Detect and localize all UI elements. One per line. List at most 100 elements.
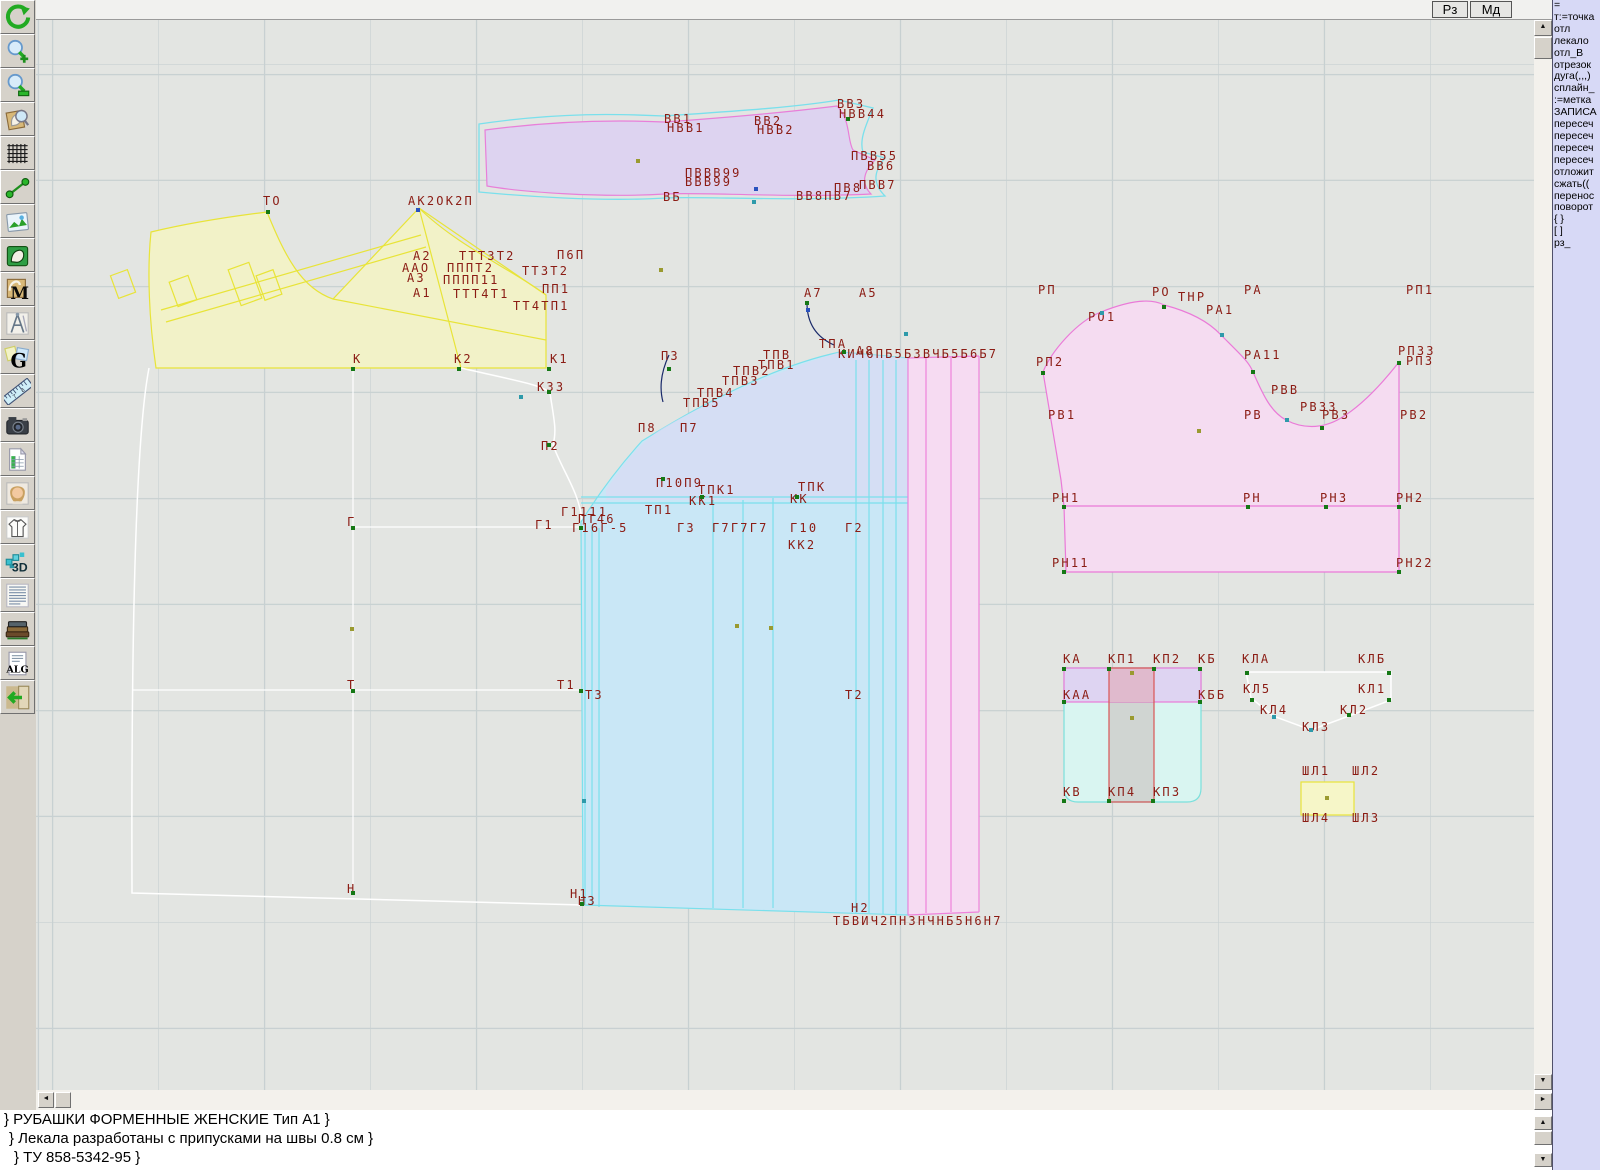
point-label: Г16Г-5 <box>572 521 629 535</box>
command-item[interactable]: перенос <box>1554 189 1595 202</box>
segment-button[interactable] <box>0 170 35 204</box>
command-item[interactable]: т:=точка <box>1554 10 1595 23</box>
zoom-out-button[interactable] <box>0 68 35 102</box>
point-marker <box>351 689 355 693</box>
point-label: Н1 <box>570 887 589 901</box>
point-marker <box>1387 671 1391 675</box>
specs-list-button[interactable] <box>0 578 35 612</box>
point-label: РН3 <box>1320 491 1349 505</box>
console-scroll-down-button[interactable]: ▼ <box>1534 1153 1552 1167</box>
point-label: ТБВИЧ2ПНЗНЧНБ5Н6Н7 <box>833 914 1003 928</box>
zoom-in-button[interactable] <box>0 34 35 68</box>
point-label: РВ3 <box>1322 408 1351 422</box>
exit-button[interactable] <box>0 680 35 714</box>
point-label: ТПВ4 <box>697 386 735 400</box>
command-item[interactable]: сплайн_ <box>1554 82 1595 95</box>
point-label: РП33 <box>1398 344 1436 358</box>
command-item[interactable]: сжать(( <box>1554 177 1590 190</box>
scroll-down-button[interactable]: ▼ <box>1534 1074 1552 1090</box>
point-label: РВ33 <box>1300 400 1338 414</box>
point-marker <box>266 210 270 214</box>
point-label: Т2 <box>845 688 864 702</box>
command-item[interactable]: = <box>1554 0 1561 11</box>
garment-icon <box>6 515 29 539</box>
command-item[interactable]: лекало <box>1554 34 1589 47</box>
command-item[interactable]: рз_ <box>1554 237 1571 250</box>
point-marker <box>579 689 583 693</box>
command-item[interactable]: поворот <box>1554 201 1594 214</box>
image-button[interactable] <box>0 204 35 238</box>
md-mode-button[interactable]: Мд <box>1470 1 1512 18</box>
point-marker <box>1062 505 1066 509</box>
point-label: РН1 <box>1052 491 1081 505</box>
m-letter-icon: M <box>6 278 29 303</box>
command-item[interactable]: [ ] <box>1554 225 1563 238</box>
g-module-button[interactable]: G <box>0 340 35 374</box>
console-scroll-up-button[interactable]: ▲ <box>1534 1116 1552 1130</box>
point-label: Н <box>347 882 357 896</box>
command-item[interactable]: отрезок <box>1554 58 1591 71</box>
point-label: РП2 <box>1036 355 1065 369</box>
command-item[interactable]: пересеч <box>1554 129 1594 142</box>
point-label: ПППТ2 <box>447 261 495 275</box>
command-item[interactable]: { } <box>1554 213 1564 226</box>
svg-text:7: 7 <box>12 393 18 400</box>
zoom-piece-button[interactable] <box>0 102 35 136</box>
garment-button[interactable] <box>0 510 35 544</box>
point-label: ВВ6 <box>867 159 896 173</box>
point-marker <box>351 891 355 895</box>
rz-mode-button[interactable]: Рз <box>1432 1 1468 18</box>
point-marker <box>1251 370 1255 374</box>
point-label: РН11 <box>1052 556 1090 570</box>
point-label: КББ <box>1198 688 1227 702</box>
command-item[interactable]: пересеч <box>1554 118 1594 131</box>
model-photo-icon <box>6 481 29 505</box>
compass-icon <box>6 311 29 335</box>
drawing-canvas[interactable]: ВВ1 НВВ1 ВВ2 НВВ2 ВВ3 НВВ44 ПВВВ99 ВВВ99 ВБ ПВВ55… <box>36 20 1534 1090</box>
command-item[interactable]: дуга(,,,) <box>1554 70 1591 83</box>
command-item[interactable]: отложит <box>1554 165 1594 178</box>
command-item[interactable]: пересеч <box>1554 141 1594 154</box>
undo-button[interactable] <box>0 0 35 34</box>
command-item[interactable]: отл <box>1554 22 1571 35</box>
m-module-button[interactable]: M <box>0 272 35 306</box>
table-button[interactable] <box>0 442 35 476</box>
point-label: ТПВ3 <box>722 374 760 388</box>
specs-list-icon <box>6 583 29 607</box>
horizontal-scroll-thumb[interactable] <box>55 1092 71 1108</box>
console-output[interactable]: } РУБАШКИ ФОРМЕННЫЕ ЖЕНСКИЕ Тип А1 }} Ле… <box>0 1110 1534 1170</box>
command-item[interactable]: отл_В <box>1554 46 1584 59</box>
piece-button[interactable] <box>0 238 35 272</box>
point-marker <box>1397 505 1401 509</box>
point-marker <box>1198 700 1202 704</box>
point-label: ВВ3 <box>837 97 866 111</box>
vertical-scrollbar[interactable]: ▲ ▼ <box>1534 20 1552 1090</box>
point-marker <box>416 208 420 212</box>
command-item[interactable]: ЗАПИСА <box>1554 106 1597 119</box>
point-label: КЛА <box>1242 652 1271 666</box>
point-label: ТПВ5 <box>683 396 721 410</box>
console-scroll-right-button[interactable]: ► <box>1534 1093 1552 1110</box>
camera-button[interactable] <box>0 408 35 442</box>
pattern-pieces-layer <box>109 99 1400 916</box>
command-item[interactable]: :=метка <box>1554 94 1592 107</box>
scroll-left-button[interactable]: ◄ <box>38 1092 54 1108</box>
scroll-up-button[interactable]: ▲ <box>1534 20 1552 36</box>
console-line: } ТУ 858-5342-95 } <box>14 1149 141 1166</box>
grid-button[interactable] <box>0 136 35 170</box>
alg-document-button[interactable]: ALG <box>0 646 35 680</box>
command-item[interactable]: пересеч <box>1554 153 1594 166</box>
compass-button[interactable] <box>0 306 35 340</box>
point-label: ПТ46 <box>578 512 616 526</box>
console-line: } РУБАШКИ ФОРМЕННЫЕ ЖЕНСКИЕ Тип А1 } <box>4 1111 330 1128</box>
console-scroll-thumb[interactable] <box>1534 1131 1552 1145</box>
library-books-button[interactable] <box>0 612 35 646</box>
horizontal-scrollbar[interactable]: ◄ <box>36 1090 1534 1110</box>
point-label: РП1 <box>1406 283 1435 297</box>
point-marker <box>1285 418 1289 422</box>
3d-button[interactable]: 3D <box>0 544 35 578</box>
point-marker <box>752 200 756 204</box>
vertical-scroll-thumb[interactable] <box>1534 37 1552 59</box>
model-photo-button[interactable] <box>0 476 35 510</box>
